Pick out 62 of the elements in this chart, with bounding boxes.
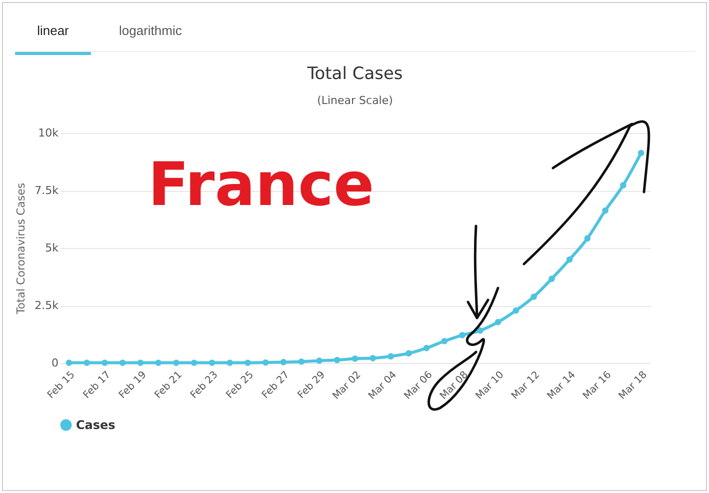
point — [352, 355, 358, 362]
point — [316, 358, 322, 364]
point — [208, 360, 216, 366]
point — [334, 356, 340, 364]
point — [298, 358, 305, 365]
point — [262, 359, 269, 366]
y-tick-label: 2.5k — [34, 299, 60, 312]
point — [638, 150, 644, 156]
point — [512, 307, 520, 314]
y-axis-title: Total Coronavirus Cases — [14, 182, 28, 316]
x-tick-label: Mar 12 — [510, 370, 542, 402]
point — [102, 360, 108, 366]
point — [370, 355, 376, 362]
x-tick-label: Feb 19 — [117, 370, 149, 402]
x-tick-label: Mar 16 — [581, 370, 614, 402]
chart-subtitle: (Linear Scale) — [317, 94, 393, 107]
chart-title: Total Cases — [306, 64, 403, 84]
point — [66, 360, 72, 366]
y-tick-label: 10k — [38, 126, 60, 140]
point — [280, 358, 287, 366]
x-tick-label: Feb 17 — [81, 370, 113, 402]
x-tick-label: Mar 06 — [402, 370, 435, 402]
point — [190, 360, 198, 366]
point — [119, 360, 126, 366]
text: logarithmic — [119, 23, 182, 38]
point — [441, 338, 448, 344]
y-tick-label: 5k — [45, 242, 60, 254]
y-tick-label: 7.5k — [34, 184, 60, 197]
point — [620, 182, 626, 188]
x-tick-label: Mar 14 — [545, 370, 578, 402]
text: linear — [15, 23, 91, 55]
point — [476, 327, 484, 334]
point — [566, 256, 573, 263]
x-tick-label: Mar 10 — [474, 370, 506, 402]
point — [173, 360, 180, 366]
y-tick-label: 0 — [52, 356, 58, 370]
x-tick-label: Feb 23 — [188, 370, 220, 402]
point — [137, 360, 144, 366]
point — [423, 344, 430, 352]
x-tick-label: Feb 15 — [46, 370, 78, 402]
point — [494, 318, 502, 326]
annotation: France — [148, 150, 374, 220]
x-tick-label: Mar 08 — [438, 370, 471, 402]
x-tick-label: Mar 18 — [616, 370, 650, 402]
x-tick-label: Feb 21 — [152, 370, 184, 402]
point — [244, 360, 251, 366]
x-tick-label: Feb 27 — [260, 370, 292, 402]
point — [405, 350, 412, 356]
point — [226, 360, 234, 366]
x-tick-label: Feb 29 — [296, 370, 328, 402]
legend-label: Cases — [76, 418, 116, 432]
point — [84, 360, 90, 366]
point — [548, 276, 555, 282]
point — [155, 360, 162, 366]
point — [602, 207, 608, 214]
point — [584, 235, 591, 242]
x-tick-label: Mar 04 — [366, 370, 400, 402]
point — [459, 332, 466, 338]
point — [388, 353, 394, 360]
x-tick-label: Mar 02 — [330, 370, 364, 402]
x-tick-label: Feb 25 — [224, 370, 256, 402]
point — [530, 294, 537, 300]
